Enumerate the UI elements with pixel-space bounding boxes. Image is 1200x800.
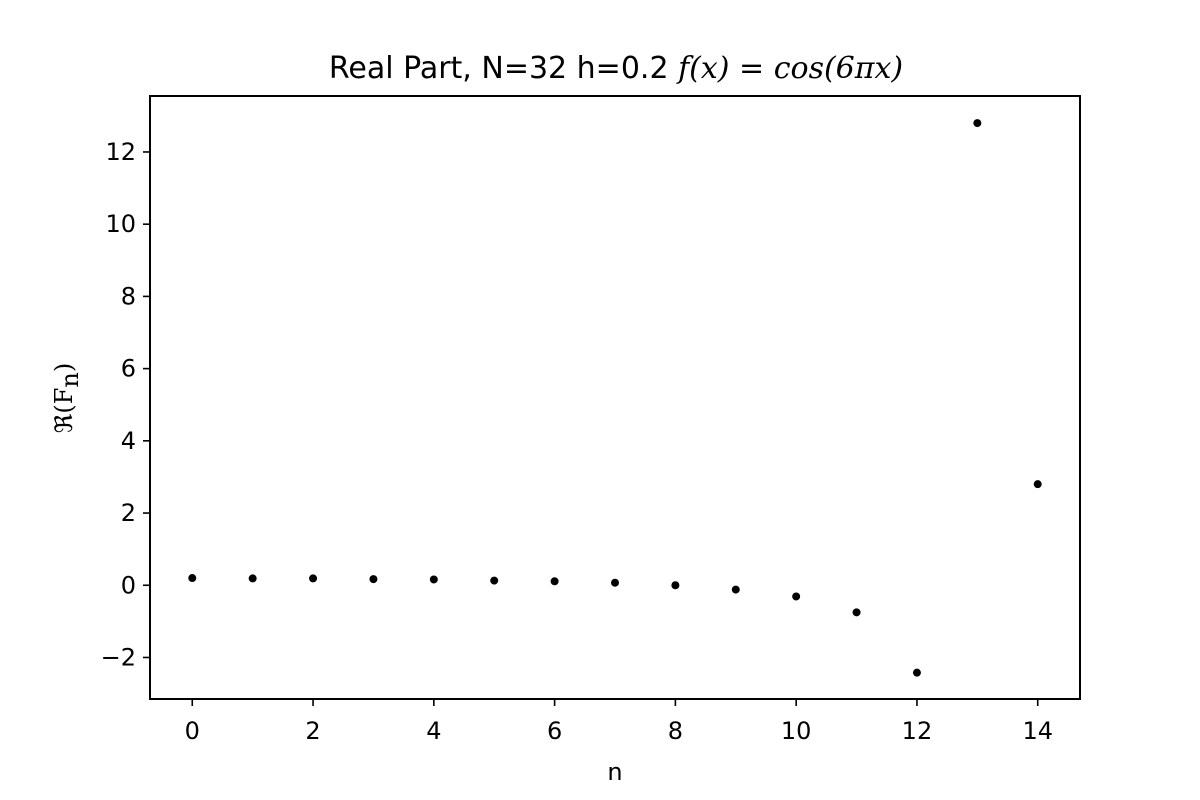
data-point	[852, 608, 861, 617]
x-tick-label: 2	[305, 717, 320, 745]
x-axis-label: n	[607, 758, 622, 786]
data-point	[611, 578, 619, 587]
y-tick-label: 4	[121, 427, 136, 455]
data-point	[912, 668, 921, 677]
y-axis-label-suffix: )	[50, 363, 78, 372]
y-axis-ticks: −2 0 2 4 6 8 10 12	[101, 138, 150, 671]
x-tick-label: 10	[781, 717, 812, 745]
y-tick-label: 0	[121, 571, 136, 599]
data-point	[792, 592, 801, 601]
plot-frame	[149, 95, 1081, 700]
y-axis-label-sub: n	[56, 372, 84, 387]
y-axis-label: ℜ(Fn)	[50, 363, 84, 433]
x-tick-label: 0	[185, 717, 200, 745]
y-tick-label: 10	[105, 210, 136, 238]
data-point	[550, 577, 559, 586]
y-tick-label: −2	[101, 643, 136, 671]
data-point	[429, 575, 438, 584]
y-tick-label: 6	[121, 355, 136, 383]
x-tick-label: 4	[426, 717, 441, 745]
chart-title-formula: f(x) = cos(6πx)	[676, 51, 903, 86]
chart-title-prefix: Real Part, N=32 h=0.2	[329, 51, 678, 86]
data-point	[188, 574, 197, 583]
x-tick-label: 6	[547, 717, 562, 745]
data-point	[248, 574, 257, 583]
data-points	[188, 119, 1042, 677]
chart-title: Real Part, N=32 h=0.2 f(x) = cos(6πx)	[329, 51, 903, 86]
data-point	[973, 119, 982, 128]
data-point	[490, 576, 499, 585]
x-axis-ticks: 0 2 4 6 8 10 12 14	[185, 699, 1053, 745]
x-tick-label: 14	[1022, 717, 1053, 745]
y-tick-label: 12	[105, 138, 136, 166]
y-tick-label: 2	[121, 499, 136, 527]
x-tick-label: 8	[668, 717, 683, 745]
data-point	[369, 575, 378, 584]
data-point	[731, 585, 740, 594]
y-tick-label: 8	[121, 282, 136, 310]
x-tick-label: 12	[902, 717, 933, 745]
data-point	[309, 574, 318, 583]
data-point	[671, 581, 680, 590]
data-point	[1033, 480, 1042, 489]
y-axis-label-prefix: ℜ(F	[50, 388, 78, 434]
